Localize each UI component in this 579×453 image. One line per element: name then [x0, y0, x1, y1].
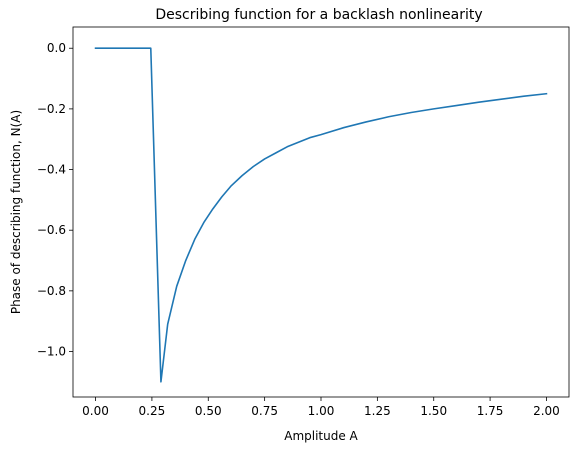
series-layer [94, 47, 548, 383]
y-tick-label: −0.4 [37, 163, 66, 177]
x-tick-label: 0.25 [139, 404, 166, 418]
x-tick-label: 2.00 [533, 404, 560, 418]
y-axis-label: Phase of describing function, N(A) [9, 110, 23, 314]
x-tick-label: 1.00 [308, 404, 335, 418]
x-tick-label: 1.75 [477, 404, 504, 418]
x-tick-label: 0.50 [195, 404, 222, 418]
y-tick-label: −0.2 [37, 102, 66, 116]
plot-frame [72, 26, 570, 398]
y-tick-label: −1.0 [37, 345, 66, 359]
y-tick-label: 0.0 [47, 41, 66, 55]
y-tick-label: −0.8 [37, 284, 66, 298]
x-tick-label: 1.25 [364, 404, 391, 418]
x-tick-label: 0.75 [251, 404, 278, 418]
x-tick-label: 1.50 [420, 404, 447, 418]
chart-title: Describing function for a backlash nonli… [155, 7, 482, 23]
series-line-0 [94, 47, 548, 383]
ticks-layer: 0.00 0.25 0.50 0.75 1.00 1.25 1.50 1.75 2.00 0.0 −… [37, 41, 560, 418]
x-axis-label: Amplitude A [284, 429, 358, 443]
y-tick-label: −0.6 [37, 223, 66, 237]
x-tick-label: 0.00 [82, 404, 109, 418]
